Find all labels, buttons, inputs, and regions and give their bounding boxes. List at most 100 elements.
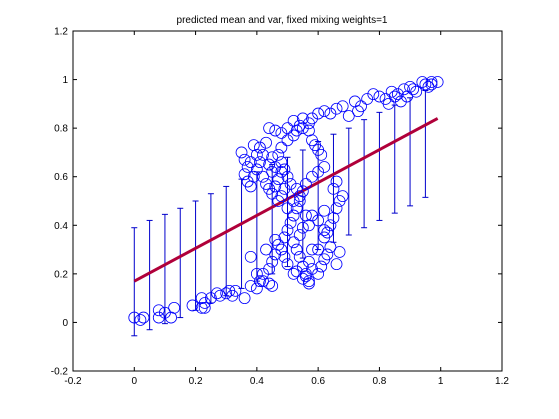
data-point xyxy=(407,83,420,96)
data-point xyxy=(275,190,288,203)
data-point xyxy=(324,241,337,254)
data-point xyxy=(260,136,272,149)
data-point xyxy=(257,170,269,183)
error-bar xyxy=(238,178,245,289)
data-point xyxy=(352,105,364,118)
data-point xyxy=(281,224,294,237)
data-point xyxy=(306,243,318,256)
data-point xyxy=(296,260,309,273)
data-point xyxy=(293,229,306,241)
data-point xyxy=(281,122,294,135)
data-point xyxy=(318,105,331,118)
data-point xyxy=(254,141,266,154)
data-point xyxy=(250,148,263,161)
data-point xyxy=(330,175,343,188)
data-point xyxy=(296,221,309,234)
data-point xyxy=(410,85,423,98)
data-point xyxy=(287,267,300,280)
error-bar xyxy=(407,97,414,207)
data-point xyxy=(254,275,266,288)
data-point xyxy=(257,148,269,161)
data-point xyxy=(290,243,303,256)
data-point xyxy=(315,260,328,273)
data-point xyxy=(306,209,318,222)
data-point xyxy=(211,287,223,300)
data-point xyxy=(284,216,297,229)
error-bar xyxy=(207,193,214,304)
data-point xyxy=(159,306,171,319)
data-point xyxy=(272,173,285,186)
y-tick-label: 1 xyxy=(62,75,68,86)
error-bar xyxy=(223,185,230,297)
error-bar xyxy=(376,111,383,221)
error-bar xyxy=(161,213,168,325)
data-point xyxy=(425,78,438,91)
data-point xyxy=(186,299,199,312)
y-tick-label: 0.4 xyxy=(54,221,68,232)
data-point xyxy=(281,170,294,183)
data-point xyxy=(281,134,294,147)
data-point xyxy=(333,246,346,258)
error-bar xyxy=(361,119,368,229)
data-point xyxy=(287,195,300,207)
data-point xyxy=(287,236,300,249)
data-point xyxy=(296,122,309,135)
data-point xyxy=(250,282,263,295)
data-point xyxy=(324,219,337,232)
data-point xyxy=(425,76,438,88)
data-point xyxy=(312,165,325,178)
data-point xyxy=(235,146,248,159)
x-tick-label: 0.8 xyxy=(372,376,386,387)
data-point xyxy=(318,224,331,237)
data-point xyxy=(290,202,303,215)
data-point xyxy=(128,311,141,324)
y-tick-label: 0 xyxy=(62,318,68,329)
data-point xyxy=(293,119,306,132)
y-tick-label: 0.6 xyxy=(54,172,68,183)
data-point xyxy=(244,156,257,169)
data-point xyxy=(198,301,211,314)
data-point xyxy=(303,275,315,288)
data-point xyxy=(266,280,279,292)
data-point xyxy=(419,78,432,91)
data-point xyxy=(315,148,328,161)
data-point xyxy=(263,158,276,171)
data-point xyxy=(299,209,312,222)
data-point xyxy=(278,250,291,263)
data-point xyxy=(431,76,444,88)
plot-area xyxy=(128,76,444,337)
data-point xyxy=(306,170,318,183)
data-point xyxy=(275,156,288,169)
data-point xyxy=(312,243,325,256)
data-point xyxy=(382,97,395,110)
data-point xyxy=(244,280,257,292)
data-point xyxy=(226,289,239,302)
data-point xyxy=(318,204,331,217)
data-point xyxy=(257,275,269,288)
data-point xyxy=(257,267,269,280)
data-point xyxy=(278,182,291,195)
x-tick-label: 0.2 xyxy=(189,376,203,387)
axes-box xyxy=(72,30,503,372)
data-point xyxy=(168,301,181,314)
data-point xyxy=(303,255,315,268)
data-point xyxy=(306,263,318,275)
data-point xyxy=(287,114,300,127)
data-point xyxy=(247,139,260,152)
data-point xyxy=(281,202,294,215)
data-point xyxy=(330,258,343,271)
data-point xyxy=(269,248,282,261)
data-point xyxy=(321,248,334,261)
error-bar xyxy=(284,156,291,268)
data-point xyxy=(330,102,343,115)
error-bar xyxy=(253,171,260,282)
data-point xyxy=(269,124,282,137)
x-tick-label: 1.2 xyxy=(495,376,509,387)
y-tick-label: 0.2 xyxy=(54,269,68,280)
error-bar xyxy=(177,207,184,319)
data-point xyxy=(238,153,251,166)
data-point xyxy=(195,292,208,305)
data-point xyxy=(244,250,257,263)
data-point xyxy=(327,182,340,195)
x-tick-label: -0.2 xyxy=(64,376,82,387)
